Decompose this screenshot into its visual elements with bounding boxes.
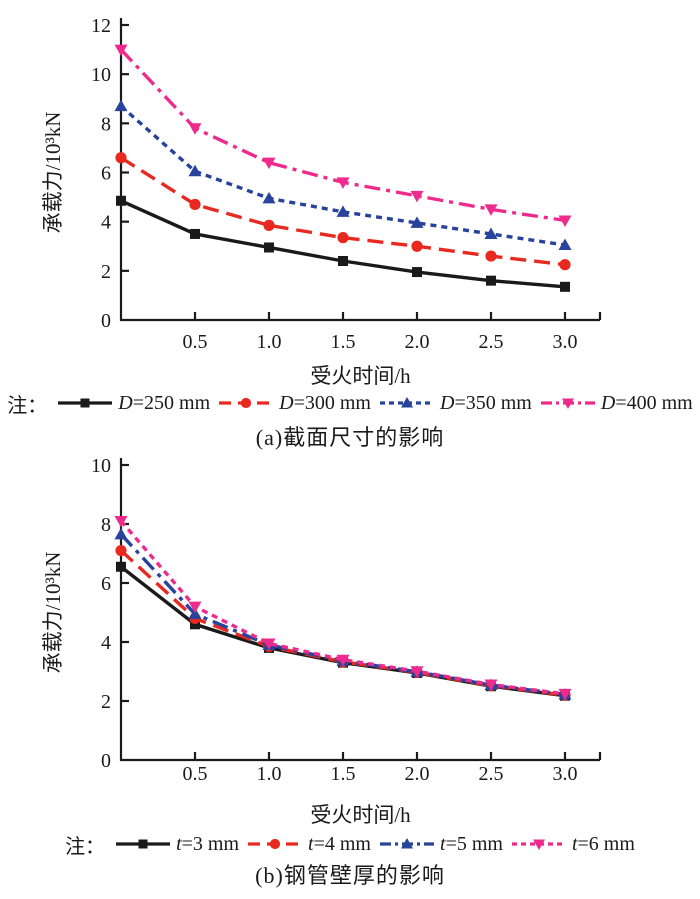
x-tick-label: 0.5 [183, 331, 208, 353]
y-tick-label: 0 [101, 310, 111, 332]
y-tick-label: 10 [91, 455, 111, 477]
a-series-1-markers [115, 152, 571, 271]
legend-item-b-1: t=4 mm [246, 833, 371, 856]
b-series-3-markers [114, 516, 572, 701]
legend-line-sample [116, 839, 171, 849]
legend-line-sample [219, 397, 274, 409]
x-tick-label: 3.0 [553, 763, 578, 785]
y-tick-label: 4 [101, 212, 111, 234]
axes: 0 2 4 6 8 10 12 0.5 1.0 1.5 2.0 2.5 3.0 [91, 15, 602, 353]
x-tick-label: 1.0 [257, 763, 282, 785]
legend-item-a-1: D=300 mm [217, 392, 371, 415]
a-series-0-markers [116, 195, 570, 292]
chart-a-plot: 0 2 4 6 8 10 12 0.5 1.0 1.5 2.0 2.5 3.0 受火时间/h 承载力/10³… [41, 15, 602, 388]
chart-b-legend: 注： t=3 mm t=4 mm t=5 mm t=6 mm [0, 830, 700, 858]
x-tick-label: 1.5 [331, 331, 356, 353]
legend-label: D=250 mm [118, 391, 211, 414]
y-tick-label: 2 [101, 691, 111, 713]
legend-label: t=6 mm [571, 832, 635, 855]
chart-b-caption: (b)钢管壁厚的影响 [255, 863, 445, 888]
x-tick-label: 2.5 [479, 331, 504, 353]
b-series-1-line [119, 549, 566, 697]
legend-label: t=3 mm [176, 832, 240, 855]
y-tick-label: 6 [101, 163, 111, 185]
legend-label: D=350 mm [440, 391, 532, 414]
legend-label: t=4 mm [308, 832, 371, 855]
legend-line-sample [540, 398, 595, 409]
legend-line-sample [58, 398, 113, 408]
legend-line-sample [248, 838, 303, 850]
chart-a-caption: (a)截面尺寸的影响 [255, 425, 445, 450]
a-series-2-line [119, 104, 566, 247]
a-series-3-line [119, 48, 566, 223]
b-series-1-markers [115, 544, 571, 701]
y-tick-label: 4 [101, 632, 111, 654]
legend-line-sample [380, 838, 434, 849]
x-tick-label: 2.0 [405, 763, 430, 785]
x-tick-label: 3.0 [553, 331, 578, 353]
legend-item-a-2: D=350 mm [378, 392, 532, 415]
x-tick-label: 2.5 [479, 763, 504, 785]
legend-label: t=5 mm [440, 832, 503, 855]
y-axis-label: 承载力/10³kN [41, 552, 65, 674]
y-tick-label: 2 [101, 261, 111, 283]
x-tick-label: 2.0 [405, 331, 430, 353]
a-series-3-markers [114, 44, 572, 227]
x-axis-label: 受火时间/h [310, 803, 411, 827]
a-series-2-markers [114, 99, 572, 251]
legend-note-prefix: 注： [7, 394, 48, 417]
legend-label: D=400 mm [600, 391, 693, 414]
legend-line-sample [380, 397, 434, 408]
chart-a-legend: 注： D=250 mm D=300 mm D=350 mm D=400 mm [0, 388, 700, 418]
y-tick-label: 8 [101, 514, 111, 536]
y-tick-label: 12 [91, 15, 111, 37]
legend-item-b-0: t=3 mm [114, 833, 239, 856]
y-tick-label: 0 [101, 750, 111, 772]
b-series-0-line [119, 565, 566, 698]
y-tick-label: 8 [101, 113, 111, 135]
b-series-0-markers [116, 561, 570, 701]
b-series-2-line [119, 533, 566, 697]
x-axis-label: 受火时间/h [310, 364, 411, 388]
legend-item-a-0: D=250 mm [56, 392, 210, 415]
x-tick-label: 1.5 [331, 763, 356, 785]
legend-item-b-2: t=5 mm [378, 833, 503, 856]
x-tick-label: 0.5 [183, 763, 208, 785]
legend-label: D=300 mm [279, 391, 371, 414]
legend-note-prefix: 注： [65, 835, 106, 858]
legend-item-b-3: t=6 mm [510, 833, 635, 856]
y-tick-label: 10 [91, 64, 111, 86]
legend-line-sample [511, 839, 566, 850]
chart-b-plot: 0 2 4 6 8 10 0.5 1.0 1.5 2.0 2.5 3.0 受火时间/h 承载力/10³kN [41, 455, 602, 827]
axes: 0 2 4 6 8 10 0.5 1.0 1.5 2.0 2.5 3.0 [91, 455, 602, 785]
y-tick-label: 6 [101, 573, 111, 595]
x-tick-label: 1.0 [257, 331, 282, 353]
y-axis-label: 承载力/10³kN [41, 112, 65, 234]
legend-item-a-3: D=400 mm [539, 392, 693, 415]
